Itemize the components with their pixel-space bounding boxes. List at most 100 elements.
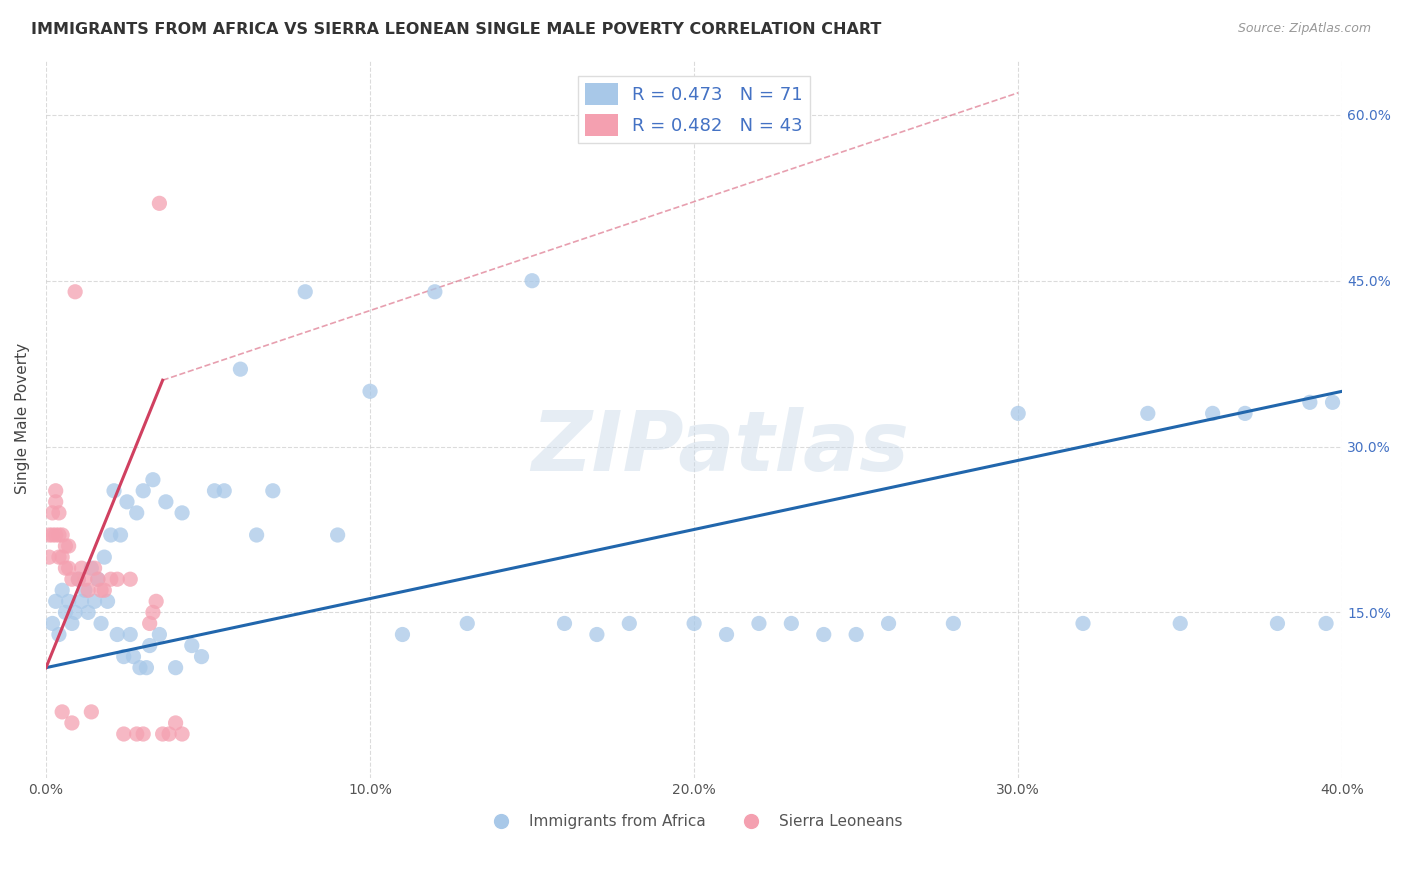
Point bbox=[93, 583, 115, 598]
Point bbox=[204, 483, 226, 498]
Point bbox=[112, 727, 135, 741]
Point bbox=[683, 616, 706, 631]
Point bbox=[125, 727, 148, 741]
Point bbox=[51, 705, 73, 719]
Text: Source: ZipAtlas.com: Source: ZipAtlas.com bbox=[1237, 22, 1371, 36]
Point bbox=[877, 616, 900, 631]
Point bbox=[73, 583, 96, 598]
Point bbox=[67, 572, 90, 586]
Text: ZIPatlas: ZIPatlas bbox=[531, 407, 910, 488]
Point bbox=[135, 661, 157, 675]
Point bbox=[83, 561, 105, 575]
Point bbox=[122, 649, 145, 664]
Point bbox=[145, 594, 167, 608]
Point bbox=[51, 550, 73, 565]
Point bbox=[93, 550, 115, 565]
Point bbox=[48, 550, 70, 565]
Point bbox=[41, 616, 63, 631]
Point bbox=[41, 506, 63, 520]
Point bbox=[190, 649, 212, 664]
Point bbox=[63, 285, 86, 299]
Point bbox=[51, 528, 73, 542]
Point bbox=[48, 627, 70, 641]
Point bbox=[1136, 406, 1159, 420]
Point bbox=[326, 528, 349, 542]
Point bbox=[619, 616, 641, 631]
Point bbox=[129, 661, 152, 675]
Point bbox=[155, 495, 177, 509]
Point bbox=[77, 606, 100, 620]
Point bbox=[748, 616, 770, 631]
Point bbox=[105, 627, 128, 641]
Point bbox=[41, 528, 63, 542]
Point bbox=[58, 539, 80, 553]
Point bbox=[132, 483, 155, 498]
Point bbox=[90, 616, 112, 631]
Point bbox=[165, 715, 187, 730]
Point bbox=[112, 649, 135, 664]
Point bbox=[359, 384, 381, 399]
Point bbox=[716, 627, 738, 641]
Point bbox=[55, 606, 77, 620]
Point bbox=[100, 572, 122, 586]
Point bbox=[157, 727, 180, 741]
Point bbox=[1168, 616, 1191, 631]
Point bbox=[813, 627, 835, 641]
Point bbox=[55, 561, 77, 575]
Point bbox=[38, 528, 60, 542]
Point bbox=[586, 627, 609, 641]
Point bbox=[96, 594, 118, 608]
Text: IMMIGRANTS FROM AFRICA VS SIERRA LEONEAN SINGLE MALE POVERTY CORRELATION CHART: IMMIGRANTS FROM AFRICA VS SIERRA LEONEAN… bbox=[31, 22, 882, 37]
Point bbox=[780, 616, 803, 631]
Point bbox=[90, 583, 112, 598]
Point bbox=[60, 616, 83, 631]
Point bbox=[45, 495, 67, 509]
Point bbox=[87, 572, 110, 586]
Point bbox=[45, 528, 67, 542]
Point bbox=[120, 627, 142, 641]
Point bbox=[120, 572, 142, 586]
Point bbox=[110, 528, 132, 542]
Point bbox=[1267, 616, 1289, 631]
Point bbox=[148, 627, 170, 641]
Point bbox=[1299, 395, 1322, 409]
Point bbox=[83, 594, 105, 608]
Point bbox=[103, 483, 125, 498]
Point bbox=[77, 583, 100, 598]
Point bbox=[553, 616, 575, 631]
Point bbox=[1322, 395, 1344, 409]
Point bbox=[1007, 406, 1029, 420]
Point bbox=[45, 483, 67, 498]
Point bbox=[60, 572, 83, 586]
Point bbox=[142, 473, 165, 487]
Point bbox=[138, 616, 160, 631]
Point bbox=[67, 572, 90, 586]
Point bbox=[58, 594, 80, 608]
Point bbox=[1201, 406, 1223, 420]
Point bbox=[294, 285, 316, 299]
Point bbox=[70, 594, 93, 608]
Point bbox=[1315, 616, 1337, 631]
Point bbox=[142, 606, 165, 620]
Point bbox=[172, 506, 194, 520]
Point bbox=[391, 627, 413, 641]
Point bbox=[80, 705, 103, 719]
Point bbox=[152, 727, 174, 741]
Point bbox=[520, 274, 543, 288]
Y-axis label: Single Male Poverty: Single Male Poverty bbox=[15, 343, 30, 494]
Point bbox=[132, 727, 155, 741]
Point bbox=[246, 528, 269, 542]
Point bbox=[60, 715, 83, 730]
Legend: Immigrants from Africa, Sierra Leoneans: Immigrants from Africa, Sierra Leoneans bbox=[479, 808, 908, 835]
Point bbox=[70, 561, 93, 575]
Point bbox=[58, 561, 80, 575]
Point bbox=[51, 583, 73, 598]
Point bbox=[845, 627, 868, 641]
Point bbox=[125, 506, 148, 520]
Point bbox=[115, 495, 138, 509]
Point bbox=[165, 661, 187, 675]
Point bbox=[423, 285, 446, 299]
Point bbox=[212, 483, 235, 498]
Point bbox=[48, 506, 70, 520]
Point bbox=[1234, 406, 1257, 420]
